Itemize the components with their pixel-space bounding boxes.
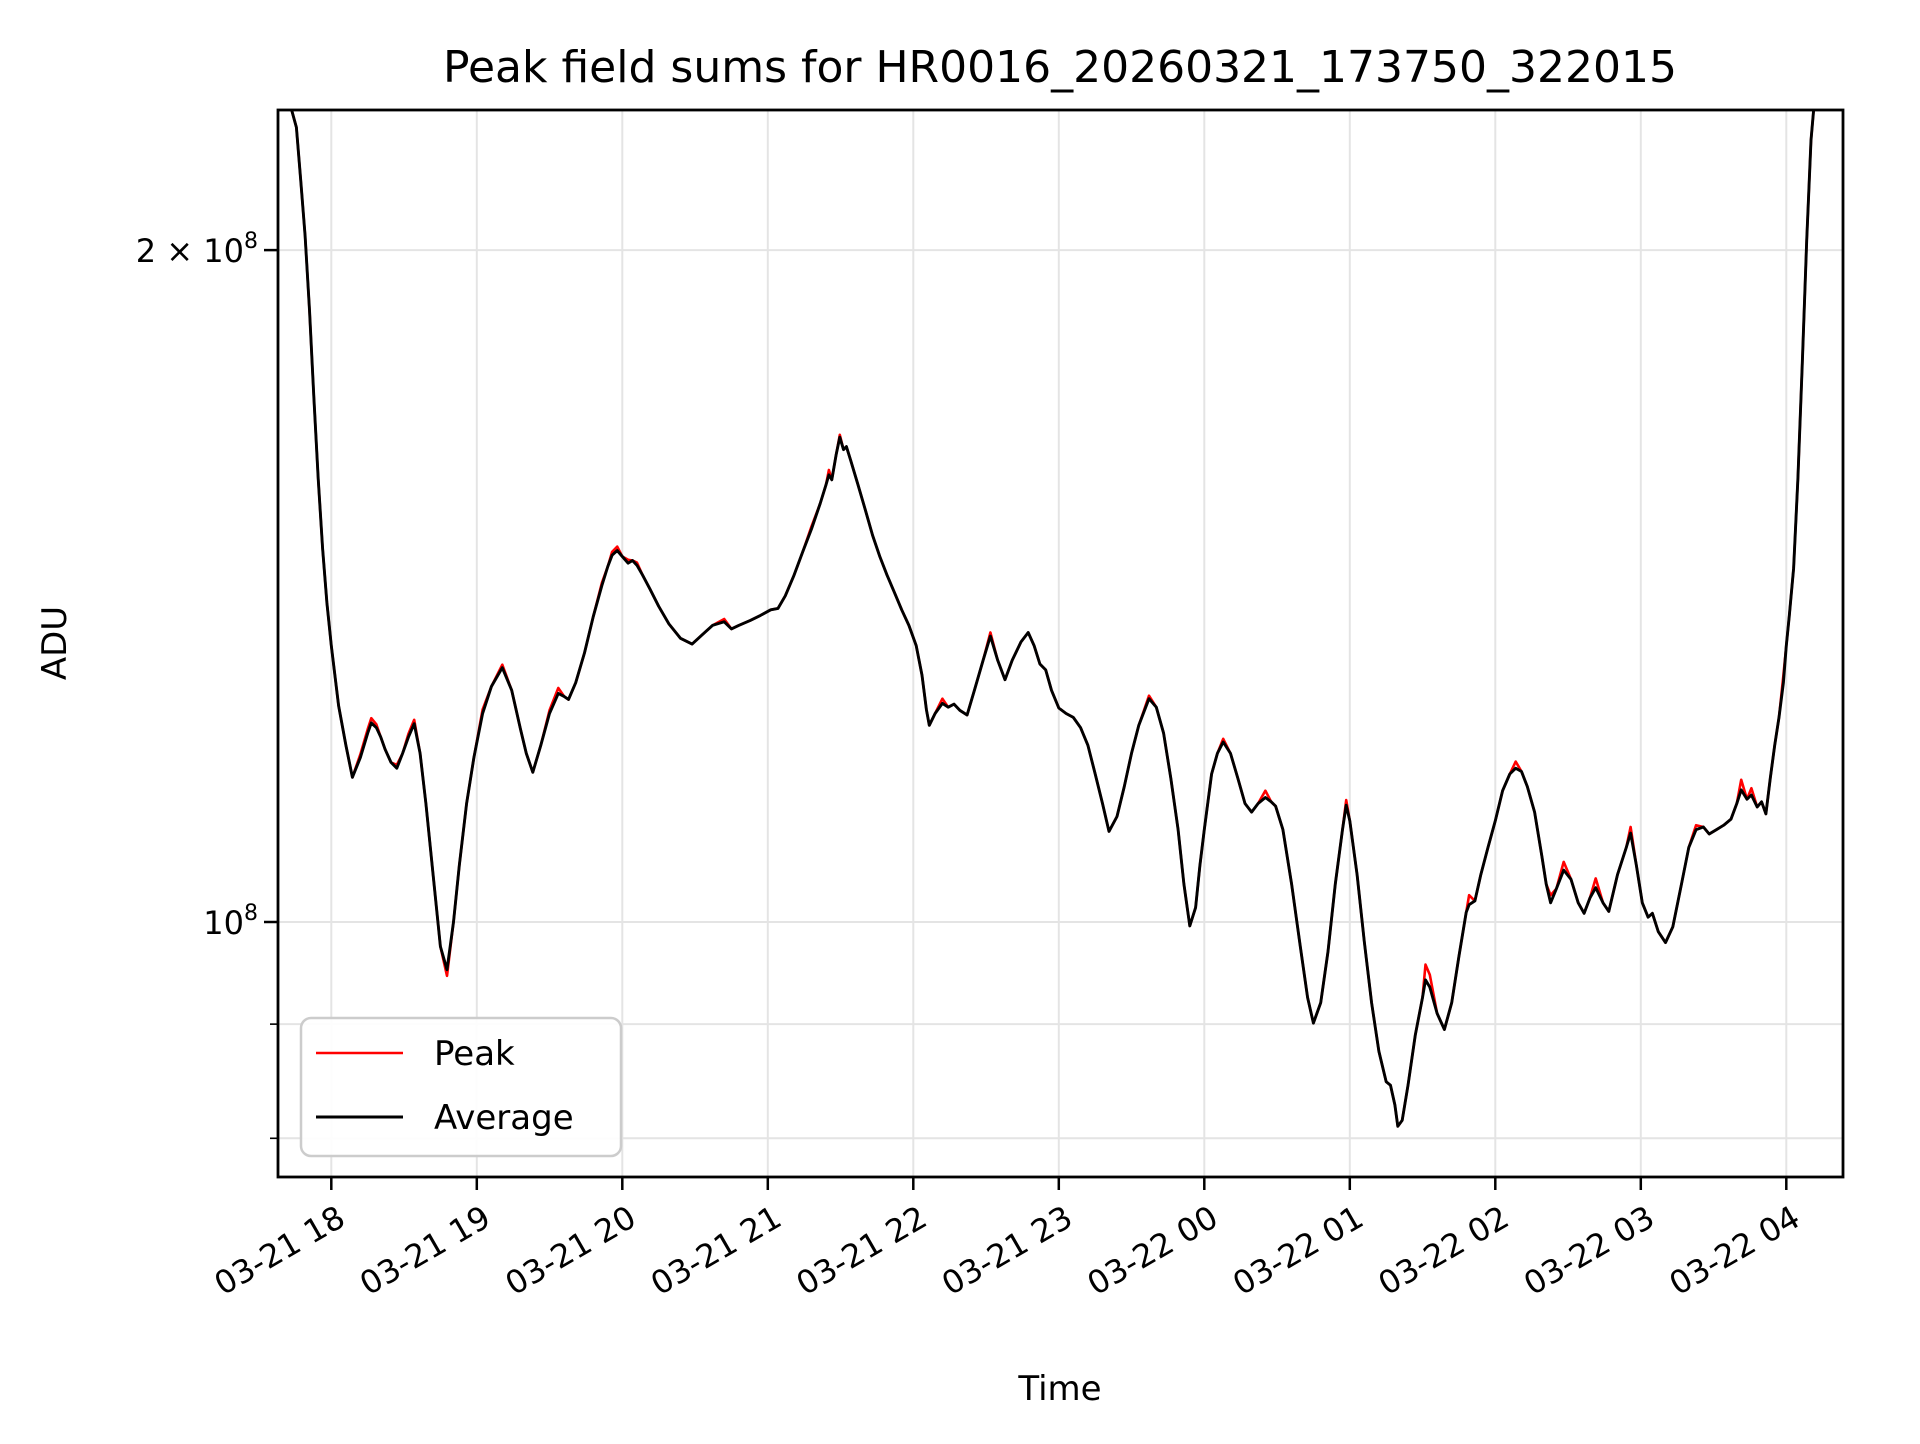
x-tick-label: 03-22 03 (1517, 1198, 1661, 1303)
x-tick-label: 03-22 02 (1372, 1198, 1516, 1303)
x-tick-label: 03-22 04 (1663, 1198, 1807, 1303)
x-tick-label: 03-21 23 (935, 1198, 1079, 1303)
x-tick-label: 03-21 18 (208, 1198, 352, 1303)
y-tick-label-2e8: 2 × 108 (136, 229, 258, 270)
legend-label-average: Average (434, 1098, 574, 1138)
x-tick-label: 03-21 20 (499, 1198, 643, 1303)
legend: Peak Average (299, 1016, 623, 1158)
x-axis-label: Time (1017, 1369, 1101, 1409)
plot-area (290, 110, 1816, 1128)
grid-lines (278, 110, 1843, 1177)
chart-title: Peak field sums for HR0016_20260321_1737… (443, 42, 1677, 93)
legend-label-peak: Peak (434, 1034, 515, 1074)
x-tick-label: 03-21 22 (790, 1198, 934, 1303)
peak-line-series (290, 110, 1815, 1128)
x-tick-label: 03-21 21 (644, 1198, 788, 1303)
y-tick-label-1e8: 108 (203, 901, 258, 942)
x-tick-labels: 03-21 18 03-21 19 03-21 20 03-21 21 03-21 22… (208, 1198, 1807, 1303)
x-tick-label: 03-22 01 (1226, 1198, 1370, 1303)
average-line-series (290, 110, 1816, 1128)
axis-ticks (264, 248, 1788, 1190)
x-tick-label: 03-21 19 (353, 1198, 497, 1303)
y-axis-label: ADU (35, 606, 75, 680)
axes-frame (276, 108, 1845, 1179)
x-tick-label: 03-22 00 (1081, 1198, 1225, 1303)
